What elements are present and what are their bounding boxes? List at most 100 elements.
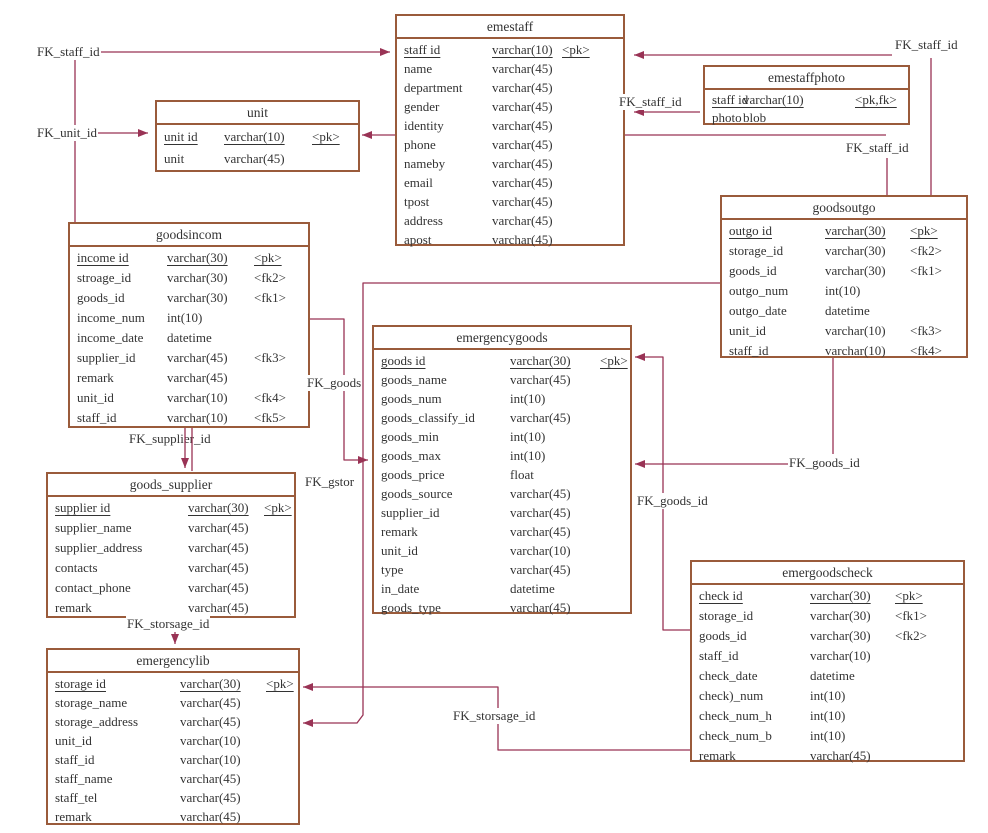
table-emestaff[interactable]: emestaff staff id varchar(10) <pk> name varch… xyxy=(395,14,625,247)
field-type-text: varchar(45) xyxy=(188,520,249,535)
fk-label-fk-goods-id-right[interactable]: FK_goods_id xyxy=(788,455,861,471)
field-type: int(10) xyxy=(810,728,895,744)
arrowhead-icon xyxy=(380,48,390,56)
field-name-text: staff_id xyxy=(699,648,739,663)
field-name-text: unit_id xyxy=(55,732,92,748)
table-goodsincom[interactable]: goodsincom income id varchar(30) <pk> stroag… xyxy=(68,222,310,428)
table-row-emestaffphoto-photo: photo blob xyxy=(705,109,908,127)
table-goods_supplier[interactable]: goods_supplier supplier id varchar(30) <pk>… xyxy=(46,472,296,618)
table-unit[interactable]: unit unit id varchar(10) <pk> unit varchar(45… xyxy=(155,100,360,172)
connector-goodsincom-to-emergencygoods[interactable] xyxy=(310,318,368,464)
table-row-goodsoutgo-staff-id: staff_id varchar(10) <fk4> xyxy=(722,341,966,361)
table-row-goodsoutgo-goods-id: goods_id varchar(30) <fk1> xyxy=(722,261,966,281)
table-row-emergencygoods-goods-type: goods_type varchar(45) xyxy=(374,598,630,617)
field-name-text: goods_price xyxy=(381,466,445,482)
field-name: unit_id xyxy=(381,543,510,559)
field-name-text: unit_id xyxy=(729,323,766,338)
field-type-text: varchar(10) xyxy=(510,542,571,558)
field-type-text: varchar(45) xyxy=(180,770,241,786)
field-name-text: remark xyxy=(55,808,92,824)
table-row-goodsoutgo-outgo-id: outgo id varchar(30) <pk> xyxy=(722,221,966,241)
field-key: <fk1> xyxy=(910,263,966,279)
field-name: supplier_name xyxy=(55,520,188,536)
fk-label-fk-goods-id-center[interactable]: FK_goods_id xyxy=(636,493,709,509)
field-name: income_date xyxy=(77,330,167,346)
field-name-text: unit id xyxy=(164,129,198,144)
field-name: staff_name xyxy=(55,771,180,787)
field-name: goods id xyxy=(381,353,510,369)
fk-label-fk-supplier-id[interactable]: FK_supplier_id xyxy=(128,431,212,447)
field-name: in_date xyxy=(381,581,510,597)
fk-label-fk-storsage-id-bottom[interactable]: FK_storsage_id xyxy=(452,708,537,724)
arrowhead-icon xyxy=(358,456,368,464)
field-type: varchar(10) xyxy=(810,648,895,664)
field-name: nameby xyxy=(404,156,492,172)
fk-label-fk-gstor[interactable]: FK_gstor xyxy=(304,474,356,490)
field-name-text: goods_classify_id xyxy=(381,409,475,425)
field-key: <fk5> xyxy=(254,410,308,426)
field-name: check_num_h xyxy=(699,708,810,724)
field-key: <pk> xyxy=(910,223,966,239)
field-key: <fk2> xyxy=(895,628,963,644)
table-emergoodscheck[interactable]: emergoodscheck check id varchar(30) <pk> sto… xyxy=(690,560,965,763)
field-type: varchar(45) xyxy=(492,118,562,134)
field-type: varchar(45) xyxy=(188,520,264,536)
table-goodsoutgo[interactable]: goodsoutgo outgo id varchar(30) <pk> storage… xyxy=(720,195,968,358)
table-rows-goods_supplier: supplier id varchar(30) <pk> supplier_name v… xyxy=(48,497,294,618)
field-type-text: varchar(45) xyxy=(510,599,571,615)
field-name-text: supplier_name xyxy=(55,520,132,535)
field-name-text: check)_num xyxy=(699,688,764,703)
field-type-text: varchar(45) xyxy=(810,748,871,763)
table-emergencylib[interactable]: emergencylib storage id varchar(30) <pk> sto… xyxy=(46,648,300,825)
field-name-text: unit_id xyxy=(77,390,114,405)
fk-label-fk-goods[interactable]: FK_goods xyxy=(306,375,363,391)
arrowhead-icon xyxy=(635,460,645,468)
table-emergencygoods[interactable]: emergencygoods goods id varchar(30) <pk> goo… xyxy=(372,325,632,617)
field-type: varchar(10) xyxy=(180,752,266,768)
table-title-goodsincom: goodsincom xyxy=(70,224,308,247)
connector-goodsoutgo-to-emestaff[interactable] xyxy=(634,51,892,59)
fk-label-fk-staff-id-topleft[interactable]: FK_staff_id xyxy=(36,44,101,60)
field-name: name xyxy=(404,61,492,77)
field-type: varchar(45) xyxy=(510,524,600,540)
table-title-emestaff: emestaff xyxy=(397,16,623,39)
table-row-goods_supplier-supplier-id: supplier id varchar(30) <pk> xyxy=(48,498,294,518)
field-name: contacts xyxy=(55,560,188,576)
field-type: varchar(10) xyxy=(825,343,910,359)
connector-goodsincom-to-emestaff[interactable] xyxy=(75,48,390,56)
field-name: goods_name xyxy=(381,372,510,388)
field-type-text: varchar(45) xyxy=(492,174,553,190)
connector-goodsoutgo-to-emergencygoods[interactable] xyxy=(635,460,788,468)
field-key: <fk4> xyxy=(910,343,966,359)
table-row-emergencygoods-goods-classify-id: goods_classify_id varchar(45) xyxy=(374,408,630,427)
field-key: <pk> xyxy=(562,42,623,58)
fk-label-fk-staff-id-topright[interactable]: FK_staff_id xyxy=(894,37,959,53)
field-type-text: varchar(10) xyxy=(810,648,871,663)
fk-label-fk-storsage-id-left[interactable]: FK_storsage_id xyxy=(126,616,211,632)
field-name-text: income id xyxy=(77,250,129,265)
fk-label-fk-staff-id-photo[interactable]: FK_staff_id xyxy=(618,94,683,110)
field-name: supplier id xyxy=(55,500,188,516)
table-emestaffphoto[interactable]: emestaffphoto staff id varchar(10) <pk,fk> p… xyxy=(703,65,910,125)
connector-emergoodscheck-to-emergencygoods[interactable] xyxy=(635,353,690,631)
field-type: varchar(10) xyxy=(224,129,312,145)
field-name: unit_id xyxy=(77,390,167,406)
field-name: phone xyxy=(404,137,492,153)
table-row-emergoodscheck-remark: remark varchar(45) xyxy=(692,746,963,766)
fk-label-fk-staff-id-midright[interactable]: FK_staff_id xyxy=(845,140,910,156)
field-type-text: float xyxy=(510,466,534,482)
field-type-text: varchar(30) xyxy=(510,352,571,368)
field-name: unit id xyxy=(164,129,224,145)
table-row-emergencygoods-unit-id: unit_id varchar(10) xyxy=(374,541,630,560)
field-key: <fk2> xyxy=(910,243,966,259)
field-name-text: check_date xyxy=(699,668,758,683)
field-name-text: staff_id xyxy=(77,410,117,425)
field-key-text: <fk4> xyxy=(254,390,286,405)
field-name: remark xyxy=(381,524,510,540)
fk-label-fk-unit-id[interactable]: FK_unit_id xyxy=(36,125,98,141)
table-row-goodsoutgo-storage-id: storage_id varchar(30) <fk2> xyxy=(722,241,966,261)
field-name-text: photo xyxy=(712,110,742,125)
field-type: blob xyxy=(743,110,855,126)
table-rows-emergoodscheck: check id varchar(30) <pk> storage_id varchar… xyxy=(692,585,963,766)
